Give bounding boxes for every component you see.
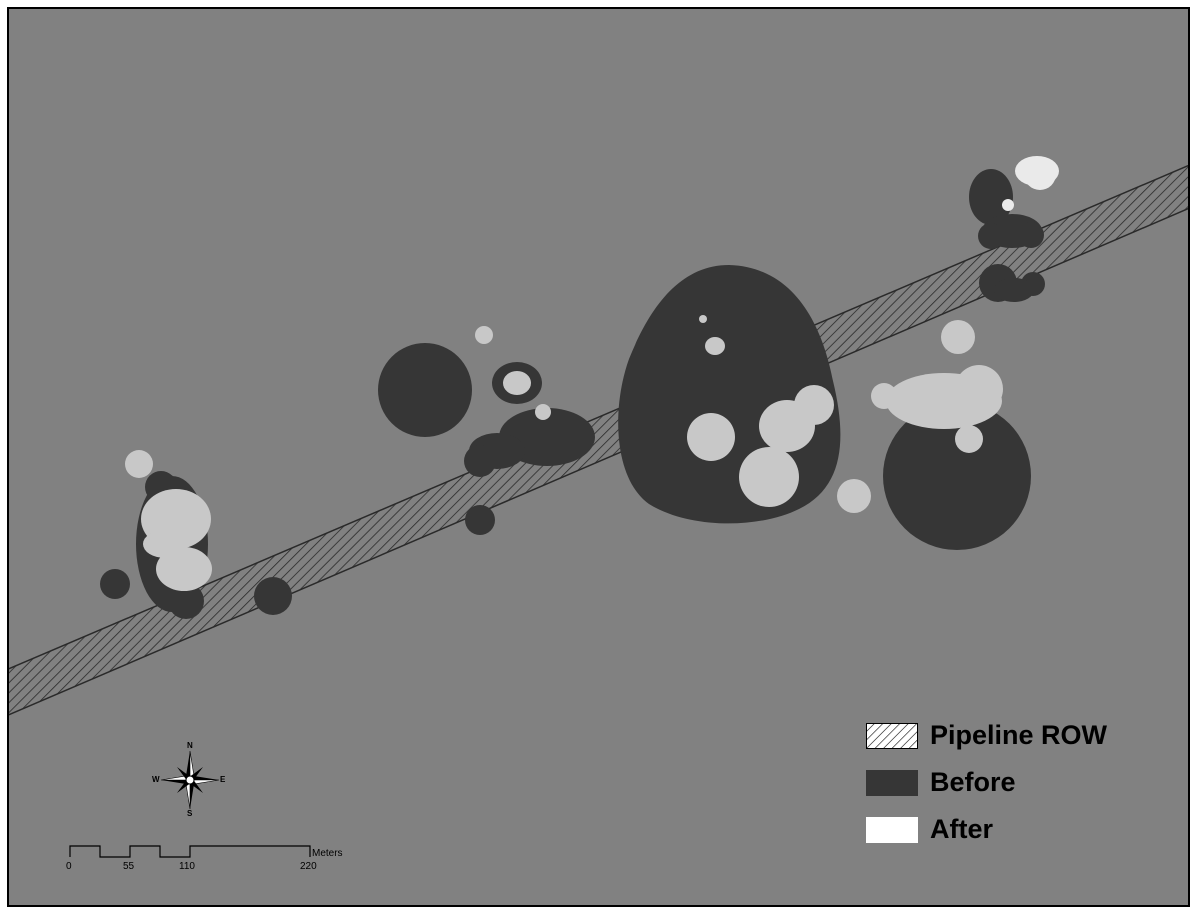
compass-rose-icon <box>160 750 220 810</box>
after-layer <box>125 156 1059 591</box>
before-polygon <box>1018 222 1044 248</box>
legend-swatch-after <box>866 816 918 843</box>
after-polygon <box>475 326 493 344</box>
after-polygon <box>503 371 531 395</box>
before-polygon <box>100 569 130 599</box>
after-polygon <box>535 404 551 420</box>
scale-tick-label: 0 <box>66 861 72 872</box>
before-polygon <box>378 343 472 437</box>
legend-item-after: After <box>866 814 993 845</box>
scale-unit-label: Meters <box>312 848 343 859</box>
before-polygon <box>168 583 204 619</box>
before-polygon <box>969 169 1013 225</box>
scale-tick-label: 55 <box>123 861 135 872</box>
after-polygon <box>739 447 799 507</box>
after-polygon <box>687 413 735 461</box>
compass-south-label: S <box>187 809 193 818</box>
map-frame <box>7 7 1190 907</box>
after-polygon <box>156 547 212 591</box>
map-canvas <box>9 9 1188 905</box>
legend-item-before: Before <box>866 767 1016 798</box>
after-polygon <box>955 425 983 453</box>
scale-tick-label: 220 <box>300 861 317 872</box>
after-polygon <box>699 315 707 323</box>
after-polygon <box>705 337 725 355</box>
scale-bar: 0 55 110 220 Meters <box>62 842 362 876</box>
after-polygon <box>1015 156 1059 186</box>
before-polygon <box>978 223 1004 249</box>
legend-label: Pipeline ROW <box>930 720 1108 750</box>
north-arrow-compass-icon: N S W E <box>152 741 226 818</box>
after-polygon <box>955 365 1003 413</box>
before-layer <box>100 169 1045 619</box>
before-polygon <box>465 505 495 535</box>
before-polygon <box>883 402 1031 550</box>
after-polygon <box>794 385 834 425</box>
after-polygon <box>837 479 871 513</box>
legend-label: Before <box>930 767 1016 797</box>
scale-tick-label: 110 <box>179 861 195 872</box>
before-polygon <box>254 577 292 615</box>
scale-bar-graphic <box>69 845 311 858</box>
before-polygon <box>464 445 496 477</box>
after-polygon <box>1002 199 1014 211</box>
legend-swatch-hatch <box>866 722 918 749</box>
legend-label: After <box>930 814 994 844</box>
compass-east-label: E <box>220 775 226 784</box>
legend-swatch-before <box>866 769 918 796</box>
compass-north-label: N <box>187 741 193 750</box>
after-polygon <box>143 530 187 558</box>
after-polygon <box>125 450 153 478</box>
before-polygon <box>994 278 1034 302</box>
compass-west-label: W <box>152 775 160 784</box>
after-polygon <box>941 320 975 354</box>
legend-item-pipeline-row: Pipeline ROW <box>866 720 1107 751</box>
